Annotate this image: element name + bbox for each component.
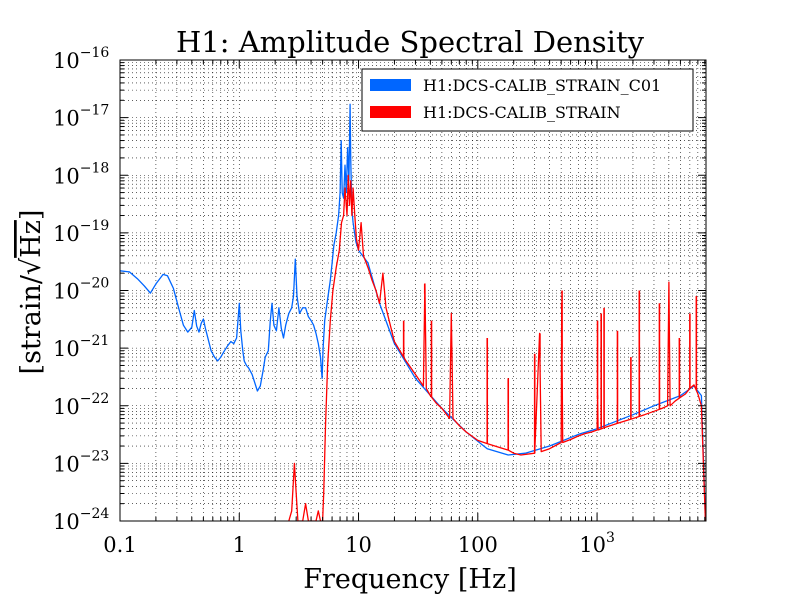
y-tick-label: 10−23 — [53, 448, 109, 476]
svg-text:[strain/√Hz]: [strain/√Hz] — [16, 210, 47, 375]
series-line-1 — [288, 174, 706, 521]
y-axis-label: [strain/√Hz] — [16, 210, 47, 375]
y-tick-label: 10−21 — [53, 333, 109, 361]
legend-swatch-strain — [370, 106, 411, 118]
y-tick-label: 10−16 — [53, 45, 109, 73]
y-tick-label: 10−20 — [53, 276, 109, 304]
x-tick-label: 103 — [579, 530, 615, 557]
x-tick-label: 0.1 — [103, 533, 136, 557]
x-tick-label: 100 — [458, 533, 498, 557]
x-axis-label: Frequency [Hz] — [303, 564, 516, 595]
y-tick-labels: 10−16 10−17 10−18 10−19 10−20 10−21 10−22 10−23… — [53, 45, 109, 534]
legend-label-strain: H1:DCS-CALIB_STRAIN — [423, 103, 621, 122]
x-tick-label: 1 — [233, 533, 246, 557]
y-tick-label: 10−22 — [53, 391, 109, 419]
y-axis-label-prefix: [strain/ — [16, 274, 47, 374]
x-tick-label: 10 — [345, 533, 372, 557]
sqrt-sign: √ — [16, 257, 47, 275]
legend-box — [361, 68, 694, 132]
series-layer — [120, 103, 706, 521]
y-tick-label: 10−19 — [53, 218, 109, 246]
x-tick-labels: 0.1 1 10 100 103 — [103, 530, 615, 557]
chart-title: H1: Amplitude Spectral Density — [176, 25, 645, 59]
legend: H1:DCS-CALIB_STRAIN_C01 H1:DCS-CALIB_STR… — [361, 68, 694, 132]
legend-swatch-c01 — [370, 79, 411, 91]
y-tick-label: 10−18 — [53, 160, 109, 188]
legend-label-c01: H1:DCS-CALIB_STRAIN_C01 — [423, 76, 661, 95]
y-axis-label-suffix: ] — [16, 210, 47, 221]
minor-ticks — [119, 60, 706, 522]
y-axis-label-radicand: Hz — [16, 220, 47, 258]
y-tick-label: 10−17 — [53, 103, 109, 131]
y-tick-label: 10−24 — [53, 506, 109, 534]
plot-area — [119, 59, 707, 522]
